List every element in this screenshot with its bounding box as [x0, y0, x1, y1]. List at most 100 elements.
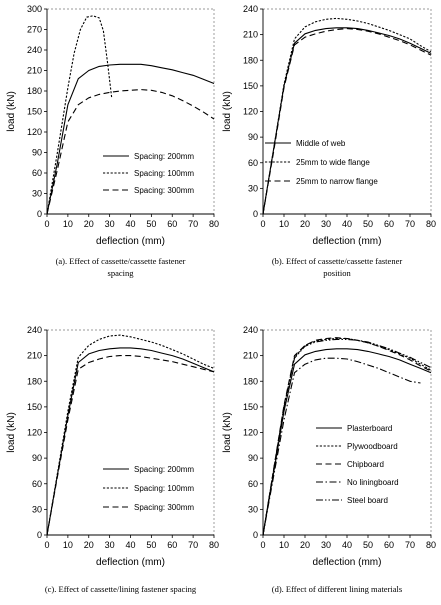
y-tick-label: 30: [32, 189, 42, 199]
y-tick-label: 210: [27, 351, 42, 361]
x-tick-label: 30: [105, 540, 115, 550]
y-tick-label: 0: [37, 209, 42, 219]
x-tick-label: 50: [146, 540, 156, 550]
y-tick-label: 180: [243, 55, 258, 65]
x-tick-label: 0: [260, 540, 265, 550]
x-tick-label: 60: [384, 540, 394, 550]
legend-label-2: Spacing: 100mm: [134, 169, 194, 178]
y-tick-label: 60: [32, 479, 42, 489]
y-tick-label: 60: [32, 168, 42, 178]
legend-label-3: 25mm to narrow flange: [296, 177, 378, 186]
x-tick-label: 80: [426, 540, 436, 550]
x-tick-label: 80: [426, 219, 436, 229]
legend-label-1: Plasterboard: [347, 424, 392, 433]
x-tick-label: 50: [363, 219, 373, 229]
x-axis-label: deflection (mm): [96, 236, 165, 247]
y-axis-label: load (kN): [6, 91, 17, 132]
x-tick-label: 30: [321, 540, 331, 550]
series-line-3: [46, 355, 215, 536]
y-tick-label: 120: [243, 428, 258, 438]
chart-panel-4: 0 30 60 90 120 150 180 210 240 0 10 20 30 40 50 60 70 80 d…: [222, 325, 436, 594]
x-tick-label: 70: [188, 540, 198, 550]
y-tick-label: 150: [27, 402, 42, 412]
series-line-2: [46, 334, 215, 536]
series-line-2: [262, 17, 432, 215]
legend-label-1: Spacing: 200mm: [134, 152, 194, 161]
legend-label-2: Plywoodboard: [347, 442, 398, 451]
y-tick-label: 240: [27, 45, 42, 55]
y-tick-label: 120: [243, 107, 258, 117]
y-tick-label: 0: [253, 209, 258, 219]
series-line-5: [262, 338, 432, 536]
x-tick-label: 60: [167, 540, 177, 550]
y-tick-label: 30: [248, 183, 258, 193]
figure-caption: (b). Effect of cassette/cassette fastene…: [272, 256, 403, 266]
x-tick-label: 0: [44, 219, 49, 229]
x-tick-label: 20: [300, 540, 310, 550]
y-tick-label: 150: [27, 107, 42, 117]
x-tick-label: 30: [105, 219, 115, 229]
y-tick-label: 120: [27, 127, 42, 137]
x-tick-label: 20: [84, 219, 94, 229]
x-tick-label: 40: [342, 540, 352, 550]
figure-caption: (d). Effect of different lining material…: [272, 584, 402, 594]
y-tick-label: 180: [27, 86, 42, 96]
series-line-1: [46, 347, 215, 536]
x-axis-label: deflection (mm): [96, 557, 165, 568]
y-axis-label: load (kN): [222, 412, 233, 453]
series-line-3: [262, 337, 432, 536]
x-tick-label: 10: [279, 219, 289, 229]
legend-label-1: Middle of web: [296, 139, 346, 148]
y-tick-label: 240: [243, 4, 258, 14]
series-line-2: [46, 15, 113, 215]
y-tick-label: 300: [27, 4, 42, 14]
y-tick-label: 30: [248, 504, 258, 514]
x-tick-label: 0: [44, 540, 49, 550]
y-tick-label: 210: [27, 66, 42, 76]
y-tick-label: 90: [248, 132, 258, 142]
y-tick-label: 90: [32, 148, 42, 158]
legend-label-3: Spacing: 300mm: [134, 186, 194, 195]
legend-label-4: No liningboard: [347, 478, 399, 487]
figure-caption: position: [323, 268, 351, 278]
y-tick-label: 60: [248, 479, 258, 489]
series-line-1: [262, 27, 432, 215]
y-tick-label: 240: [27, 325, 42, 335]
series-line-3: [262, 28, 432, 215]
x-tick-label: 40: [125, 540, 135, 550]
x-axis-label: deflection (mm): [313, 557, 382, 568]
legend-label-3: Chipboard: [347, 460, 384, 469]
series-line-1: [262, 348, 432, 536]
y-axis-label: load (kN): [6, 412, 17, 453]
y-tick-label: 210: [243, 30, 258, 40]
x-tick-label: 70: [188, 219, 198, 229]
legend-label-2: 25mm to wide flange: [296, 158, 370, 167]
chart-panel-3: 0 30 60 90 120 150 180 210 240 0 10 20 30 40 50 60 70 80 d…: [6, 325, 219, 594]
series-line-3: [46, 89, 215, 215]
x-tick-label: 10: [279, 540, 289, 550]
legend-label-1: Spacing: 200mm: [134, 465, 194, 474]
y-tick-label: 90: [248, 453, 258, 463]
figure-caption: (c). Effect of cassette/lining fastener …: [45, 584, 197, 594]
x-tick-label: 70: [405, 540, 415, 550]
x-tick-label: 40: [342, 219, 352, 229]
x-tick-label: 20: [300, 219, 310, 229]
x-tick-label: 40: [125, 219, 135, 229]
y-tick-label: 30: [32, 504, 42, 514]
series-line-4: [262, 357, 421, 536]
x-tick-label: 0: [260, 219, 265, 229]
y-tick-label: 0: [37, 530, 42, 540]
legend-label-2: Spacing: 100mm: [134, 484, 194, 493]
y-tick-label: 180: [27, 376, 42, 386]
x-tick-label: 30: [321, 219, 331, 229]
x-tick-label: 80: [209, 540, 219, 550]
legend-label-3: Spacing: 300mm: [134, 503, 194, 512]
x-tick-label: 50: [363, 540, 373, 550]
series-line-2: [262, 337, 432, 536]
x-tick-label: 50: [146, 219, 156, 229]
series-line-1: [46, 63, 215, 215]
y-tick-label: 270: [27, 25, 42, 35]
y-tick-label: 150: [243, 81, 258, 91]
x-tick-label: 10: [63, 219, 73, 229]
